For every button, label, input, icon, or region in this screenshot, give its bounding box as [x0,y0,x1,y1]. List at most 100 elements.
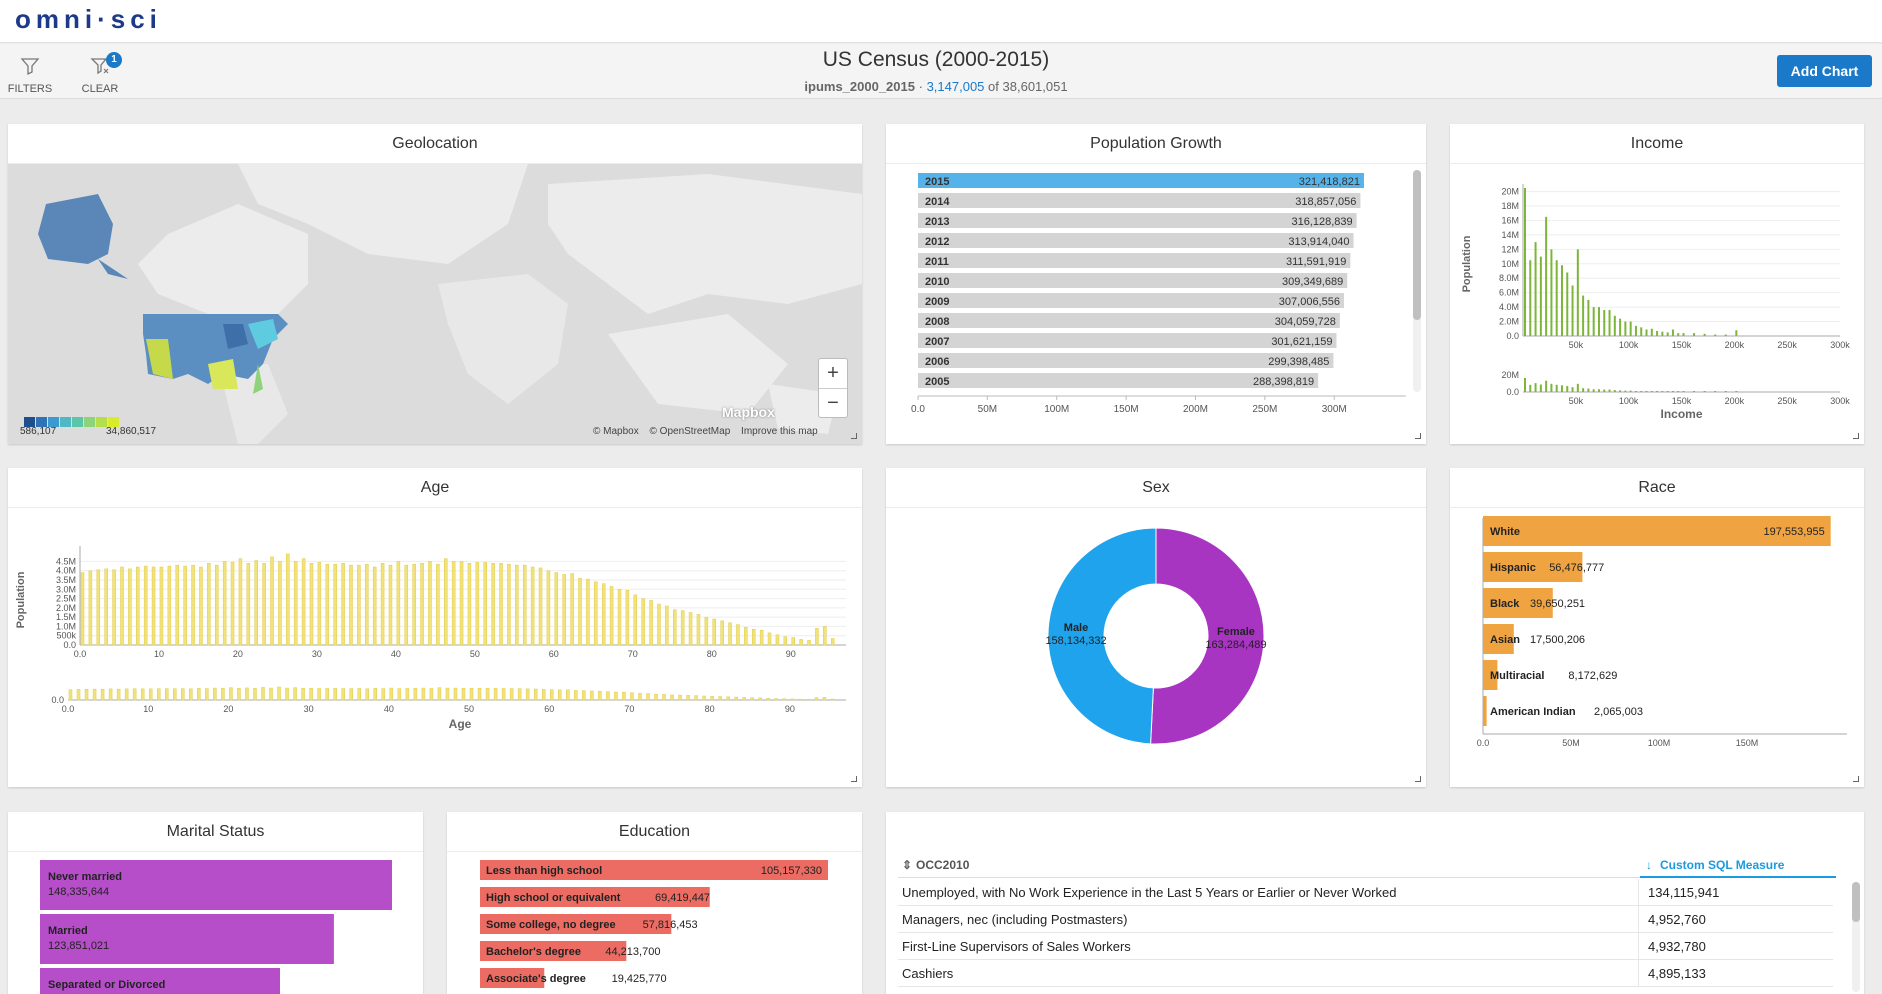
population-scrollbar-thumb[interactable] [1413,170,1421,320]
column-custom-sql-measure[interactable]: Custom SQL Measure [1660,858,1785,872]
age-range-bar[interactable] [525,688,530,701]
age-bar[interactable] [333,563,337,646]
age-bar[interactable] [349,564,353,646]
age-bar[interactable] [728,622,732,646]
age-bar[interactable] [365,563,369,646]
income-range-bar[interactable] [1555,384,1558,392]
population-bar[interactable] [918,253,1351,268]
age-range-bar[interactable] [541,689,546,701]
age-range-bar[interactable] [630,692,634,701]
age-range-bar[interactable] [156,688,161,701]
resize-handle[interactable] [1853,433,1859,439]
population-growth-title[interactable]: Population Growth [886,124,1426,164]
marital-status-title[interactable]: Marital Status [8,812,423,852]
age-range-bar[interactable] [397,688,402,701]
resize-handle[interactable] [1853,776,1859,782]
income-range-bar[interactable] [1550,383,1553,392]
population-growth-chart[interactable]: 2015 321,418,821 2014 318,857,056 2013 316,12… [886,164,1426,444]
income-bar[interactable] [1555,260,1558,336]
income-bar[interactable] [1656,330,1659,336]
table-row[interactable]: Unemployed, with No Work Experience in t… [898,879,1833,906]
age-range-bar[interactable] [822,697,827,701]
income-range-bar[interactable] [1582,388,1585,392]
income-range-bar[interactable] [1571,387,1574,392]
population-bar[interactable] [918,273,1348,288]
age-range-bar[interactable] [622,691,626,701]
age-bar[interactable] [791,637,795,646]
age-range-bar[interactable] [766,698,771,701]
race-bar[interactable] [1483,624,1514,654]
age-range-bar[interactable] [790,698,795,701]
income-bar[interactable] [1571,285,1574,336]
age-bar[interactable] [420,563,424,646]
income-bar[interactable] [1640,327,1643,336]
table-row[interactable]: Managers, nec (including Postmasters) 4,9… [898,906,1833,933]
age-bar[interactable] [578,577,582,646]
age-bar[interactable] [428,561,432,646]
income-range-bar[interactable] [1534,383,1537,392]
age-bar[interactable] [199,566,203,646]
age-bar[interactable] [783,636,788,646]
income-range-bar[interactable] [1529,384,1532,392]
age-range-bar[interactable] [285,687,289,701]
age-bar[interactable] [96,569,101,646]
age-range-bar[interactable] [493,688,498,701]
race-bar[interactable] [1483,588,1553,618]
age-range-bar[interactable] [662,694,666,701]
age-bar[interactable] [491,563,495,646]
age-bar[interactable] [80,572,85,646]
income-range-bar[interactable] [1656,391,1659,392]
income-range-bar[interactable] [1603,389,1606,392]
age-range-bar[interactable] [678,694,682,701]
age-bar[interactable] [136,566,140,646]
age-bar[interactable] [301,558,306,646]
income-range-bar[interactable] [1666,391,1669,392]
sex-title[interactable]: Sex [886,468,1426,508]
income-range-bar[interactable] [1613,390,1616,392]
age-bar[interactable] [823,626,827,646]
age-range-bar[interactable] [148,688,153,701]
age-range-bar[interactable] [76,689,81,701]
income-bar[interactable] [1735,330,1738,336]
age-bar[interactable] [293,561,298,646]
income-bar[interactable] [1545,216,1548,336]
table-row[interactable]: First-Line Supervisors of Sales Workers 4… [898,933,1833,960]
age-range-bar[interactable] [213,687,217,701]
age-bar[interactable] [767,632,772,646]
age-bar[interactable] [522,564,527,646]
age-range-bar[interactable] [269,687,273,701]
age-range-bar[interactable] [333,688,337,701]
age-bar[interactable] [380,563,385,646]
income-bar[interactable] [1624,321,1627,336]
age-bar[interactable] [388,564,393,646]
population-scrollbar[interactable] [1413,170,1421,392]
income-range-bar[interactable] [1624,390,1627,392]
age-bar[interactable] [214,564,219,646]
age-bar[interactable] [736,624,740,646]
age-bar[interactable] [230,562,235,646]
age-bar[interactable] [270,556,274,646]
clear-filters-button[interactable]: 1 CLEAR [70,52,130,95]
age-range-bar[interactable] [373,688,378,701]
age-bar[interactable] [744,627,748,646]
income-bar[interactable] [1582,295,1585,336]
race-title[interactable]: Race [1450,468,1864,508]
age-range-bar[interactable] [221,687,225,701]
education-chart[interactable]: Less than high school 105,157,330 High sch… [447,852,862,994]
population-bar[interactable] [918,233,1354,248]
world-map[interactable] [8,164,862,444]
income-bar[interactable] [1608,310,1611,336]
age-bar[interactable] [554,572,559,646]
age-range-bar[interactable] [582,690,586,701]
age-range-bar[interactable] [734,696,738,701]
age-range-bar[interactable] [92,688,97,701]
age-bar[interactable] [325,563,330,646]
income-bar[interactable] [1661,331,1664,336]
resize-handle[interactable] [1415,433,1421,439]
age-range-bar[interactable] [477,687,482,701]
income-range-bar[interactable] [1735,391,1738,392]
resize-handle[interactable] [851,433,857,439]
income-range-bar[interactable] [1587,388,1590,392]
age-range-bar[interactable] [413,688,418,701]
age-bar[interactable] [159,566,164,646]
